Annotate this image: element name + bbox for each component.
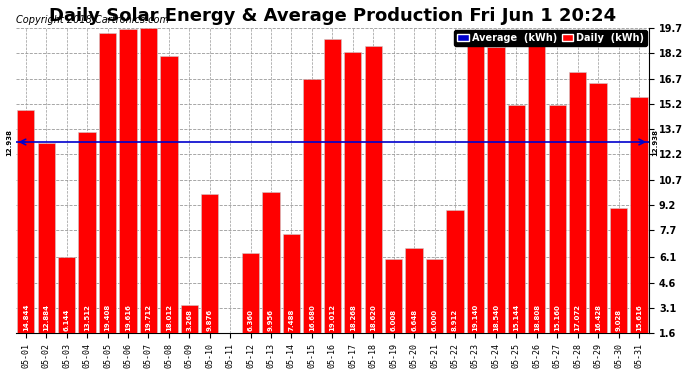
- Bar: [466, 38, 484, 333]
- Text: 15.144: 15.144: [513, 303, 520, 331]
- Bar: [324, 39, 341, 333]
- Bar: [569, 72, 586, 333]
- Legend: Average  (kWh), Daily  (kWh): Average (kWh), Daily (kWh): [454, 30, 647, 46]
- Text: 9.876: 9.876: [207, 309, 213, 331]
- Text: 12.884: 12.884: [43, 304, 49, 331]
- Text: 18.012: 18.012: [166, 304, 172, 331]
- Bar: [160, 56, 177, 333]
- Bar: [99, 33, 116, 333]
- Text: 6.144: 6.144: [63, 308, 70, 331]
- Text: 9.956: 9.956: [268, 309, 274, 331]
- Text: 19.408: 19.408: [104, 303, 110, 331]
- Text: 18.268: 18.268: [350, 304, 356, 331]
- Text: 17.072: 17.072: [575, 304, 581, 331]
- Bar: [17, 110, 34, 333]
- Text: 18.620: 18.620: [371, 304, 376, 331]
- Text: 18.540: 18.540: [493, 304, 499, 331]
- Bar: [406, 248, 423, 333]
- Text: 6.000: 6.000: [431, 309, 437, 331]
- Bar: [79, 132, 96, 333]
- Bar: [549, 105, 566, 333]
- Bar: [201, 194, 219, 333]
- Text: Copyright 2018 Cartronics.com: Copyright 2018 Cartronics.com: [16, 15, 168, 25]
- Text: 6.648: 6.648: [411, 309, 417, 331]
- Bar: [610, 208, 627, 333]
- Bar: [426, 259, 443, 333]
- Bar: [344, 52, 362, 333]
- Text: 15.616: 15.616: [636, 304, 642, 331]
- Bar: [589, 83, 607, 333]
- Bar: [283, 234, 300, 333]
- Text: 16.680: 16.680: [309, 304, 315, 331]
- Text: 14.844: 14.844: [23, 303, 29, 331]
- Text: 19.712: 19.712: [146, 304, 151, 331]
- Text: 16.428: 16.428: [595, 304, 601, 331]
- Text: 8.912: 8.912: [452, 309, 458, 331]
- Bar: [303, 79, 321, 333]
- Bar: [528, 43, 546, 333]
- Text: 7.488: 7.488: [288, 308, 295, 331]
- Text: 18.808: 18.808: [534, 304, 540, 331]
- Text: 12.938: 12.938: [652, 129, 658, 156]
- Text: 19.616: 19.616: [125, 304, 131, 331]
- Text: 12.938: 12.938: [6, 129, 12, 156]
- Bar: [242, 253, 259, 333]
- Text: 6.360: 6.360: [248, 309, 254, 331]
- Bar: [487, 48, 504, 333]
- Bar: [446, 210, 464, 333]
- Text: 9.028: 9.028: [615, 309, 622, 331]
- Bar: [385, 259, 402, 333]
- Bar: [119, 29, 137, 333]
- Bar: [364, 46, 382, 333]
- Bar: [58, 256, 75, 333]
- Bar: [508, 105, 525, 333]
- Text: 13.512: 13.512: [84, 304, 90, 331]
- Text: 19.012: 19.012: [329, 304, 335, 331]
- Text: 19.140: 19.140: [473, 303, 478, 331]
- Bar: [37, 143, 55, 333]
- Text: 15.160: 15.160: [554, 304, 560, 331]
- Text: 6.008: 6.008: [391, 309, 397, 331]
- Bar: [630, 97, 648, 333]
- Bar: [139, 28, 157, 333]
- Title: Daily Solar Energy & Average Production Fri Jun 1 20:24: Daily Solar Energy & Average Production …: [49, 7, 616, 25]
- Bar: [181, 305, 198, 333]
- Text: 3.268: 3.268: [186, 309, 193, 331]
- Bar: [262, 192, 279, 333]
